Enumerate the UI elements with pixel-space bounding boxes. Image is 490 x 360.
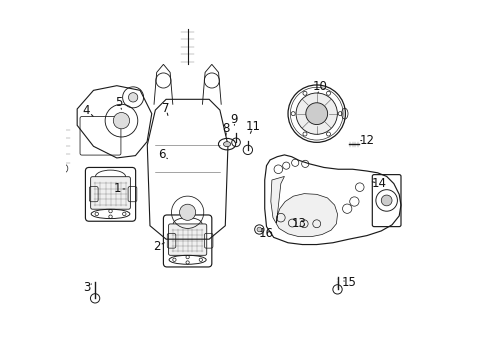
Ellipse shape xyxy=(223,141,231,147)
Polygon shape xyxy=(271,176,338,237)
Text: 10: 10 xyxy=(313,80,328,93)
Text: 8: 8 xyxy=(222,122,230,135)
Text: 1: 1 xyxy=(114,183,122,195)
Circle shape xyxy=(296,93,338,134)
Text: 6: 6 xyxy=(158,148,166,161)
Circle shape xyxy=(306,103,328,125)
Text: 5: 5 xyxy=(115,96,122,109)
Text: 3: 3 xyxy=(83,281,90,294)
Text: 12: 12 xyxy=(360,134,374,147)
Text: 13: 13 xyxy=(292,216,306,230)
Circle shape xyxy=(113,112,130,129)
FancyBboxPatch shape xyxy=(169,224,207,255)
Text: 7: 7 xyxy=(162,102,169,115)
Text: 15: 15 xyxy=(342,276,356,289)
Circle shape xyxy=(179,204,196,220)
Circle shape xyxy=(257,227,262,232)
Text: 4: 4 xyxy=(83,104,90,117)
Circle shape xyxy=(128,93,138,102)
Text: 16: 16 xyxy=(258,227,273,240)
Text: 11: 11 xyxy=(245,120,260,133)
Text: 14: 14 xyxy=(372,177,387,190)
Text: 9: 9 xyxy=(230,113,238,126)
Circle shape xyxy=(381,195,392,206)
FancyBboxPatch shape xyxy=(91,177,130,209)
Text: 2: 2 xyxy=(153,240,161,253)
